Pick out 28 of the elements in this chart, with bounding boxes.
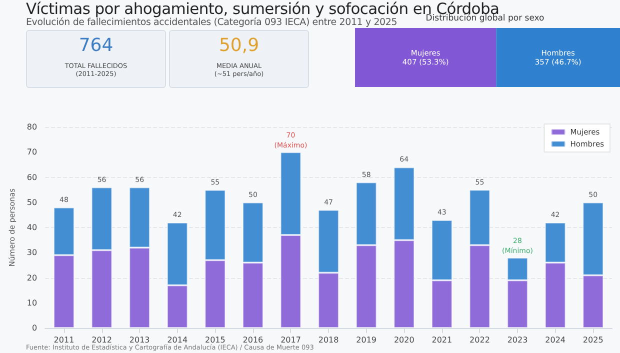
x-tick-label: 2020 bbox=[394, 336, 414, 344]
text: Evolución de fallecimientos accidentales (Categoría 093 IECA) entre 2011 y 2025 bbox=[26, 17, 398, 28]
y-tick-label: 80 bbox=[26, 122, 38, 132]
text: 50,9 bbox=[218, 35, 260, 56]
y-tick-label: 50 bbox=[26, 198, 38, 207]
x-tick-label: 2013 bbox=[129, 336, 150, 344]
x-tick-label: 2015 bbox=[204, 336, 226, 344]
y-tick-label: 60 bbox=[26, 172, 38, 182]
y-tick-label: 0 bbox=[32, 324, 38, 332]
y-tick-label: 20 bbox=[26, 273, 38, 282]
x-tick-label: 2019 bbox=[356, 336, 377, 344]
y-tick-label: 30 bbox=[26, 248, 38, 258]
x-tick-label: 2014 bbox=[167, 336, 188, 344]
x-tick-label: 2016 bbox=[242, 336, 264, 344]
y-tick-label: 70 bbox=[26, 148, 38, 157]
x-tick-label: 2022 bbox=[470, 336, 490, 344]
x-tick-label: 2017 bbox=[280, 336, 301, 344]
x-tick-label: 2018 bbox=[318, 336, 339, 344]
x-tick-label: 2012 bbox=[92, 336, 112, 344]
x-tick-label: 2025 bbox=[582, 336, 604, 344]
chart-title: Distribución global por sexo bbox=[426, 14, 544, 24]
y-tick-label: 10 bbox=[26, 298, 38, 308]
text: 764 bbox=[78, 35, 114, 56]
x-tick-label: 2021 bbox=[432, 336, 452, 344]
y-tick-label: 40 bbox=[26, 223, 38, 232]
x-tick-label: 2023 bbox=[507, 336, 528, 344]
x-tick-label: 2024 bbox=[545, 336, 566, 344]
x-tick-label: 2011 bbox=[54, 336, 74, 344]
